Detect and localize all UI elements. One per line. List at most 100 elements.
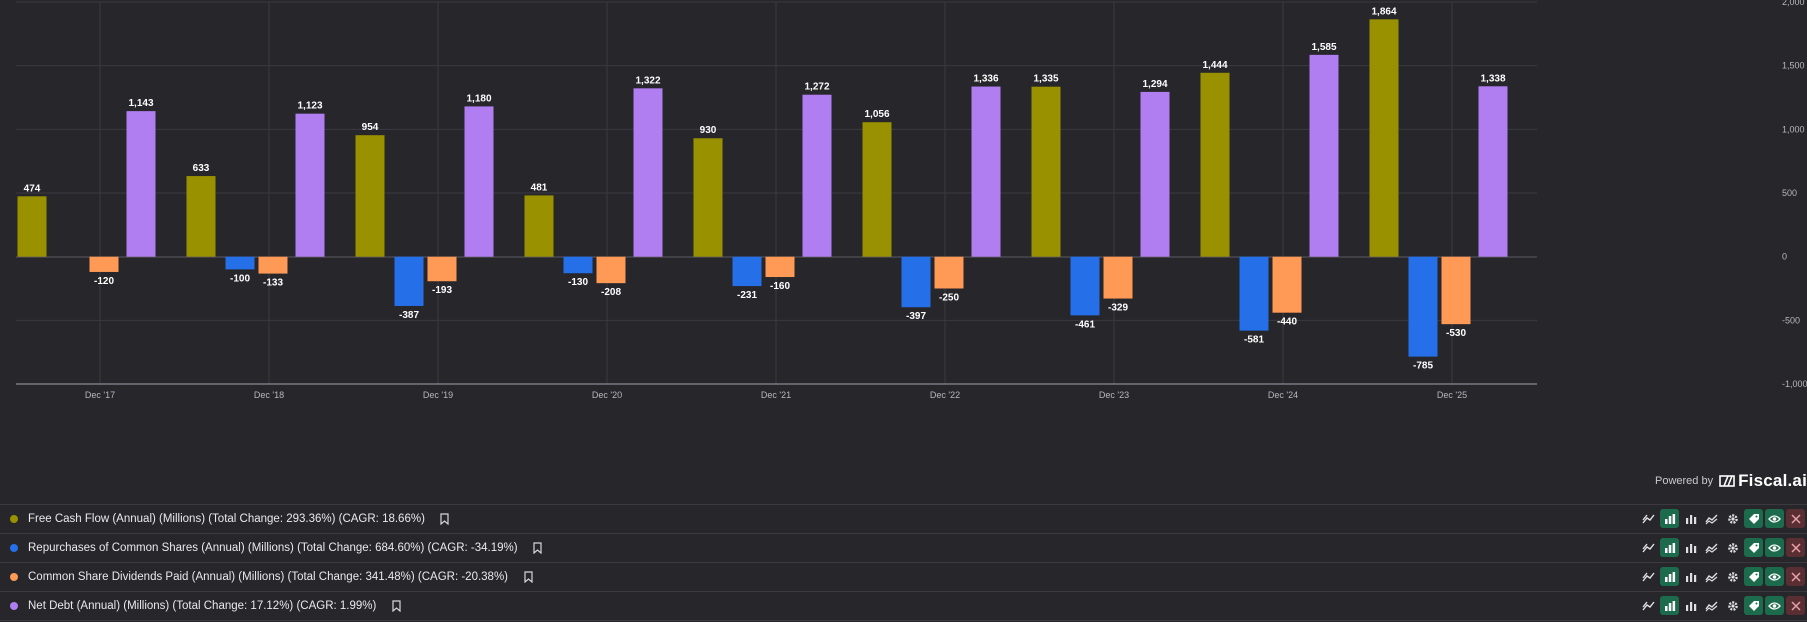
trend-icon[interactable] (1639, 509, 1658, 528)
bar-repurchases-of-common-shares[interactable] (1239, 256, 1269, 331)
eye-icon[interactable] (1765, 596, 1784, 615)
bookmark-icon[interactable] (439, 512, 451, 526)
bar-chart-icon[interactable] (1681, 596, 1700, 615)
bookmark-icon[interactable] (532, 541, 544, 555)
bar-net-debt[interactable] (464, 106, 494, 257)
close-icon[interactable] (1786, 509, 1805, 528)
bar-repurchases-of-common-shares[interactable] (732, 256, 762, 287)
bar-net-debt[interactable] (633, 88, 663, 257)
y-tick-label: 0 (1782, 252, 1787, 262)
bar-common-share-dividends-paid[interactable] (1103, 256, 1133, 299)
gear-icon[interactable] (1723, 567, 1742, 586)
x-tick-label: Dec '21 (761, 390, 791, 400)
bar-repurchases-of-common-shares[interactable] (225, 256, 255, 270)
line-chart-icon[interactable] (1702, 538, 1721, 557)
bar-free-cash-flow[interactable] (355, 135, 385, 257)
eye-icon[interactable] (1765, 509, 1784, 528)
bar-chart-filled-icon[interactable] (1660, 567, 1679, 586)
bar-free-cash-flow[interactable] (862, 122, 892, 257)
brand-name: Fiscal.ai (1738, 471, 1807, 490)
y-tick-label: 1,000 (1782, 124, 1805, 134)
bar-value-label: -231 (737, 290, 757, 301)
bar-net-debt[interactable] (1478, 86, 1508, 257)
bar-value-label: -329 (1108, 303, 1128, 314)
bar-common-share-dividends-paid[interactable] (765, 256, 795, 278)
eye-icon[interactable] (1765, 538, 1784, 557)
bar-free-cash-flow[interactable] (1200, 72, 1230, 257)
tag-icon[interactable] (1744, 567, 1763, 586)
tag-icon[interactable] (1744, 596, 1763, 615)
eye-icon[interactable] (1765, 567, 1784, 586)
bar-value-label: -530 (1446, 328, 1466, 339)
bar-value-label: 474 (24, 183, 41, 194)
bar-free-cash-flow[interactable] (1369, 19, 1399, 257)
bar-value-label: 954 (362, 122, 379, 133)
bar-common-share-dividends-paid[interactable] (1441, 256, 1471, 325)
bar-repurchases-of-common-shares[interactable] (1408, 256, 1438, 357)
bar-chart-icon[interactable] (1681, 567, 1700, 586)
bar-value-label: 1,864 (1371, 6, 1396, 17)
legend-row[interactable]: Repurchases of Common Shares (Annual) (M… (0, 534, 1807, 563)
bar-free-cash-flow[interactable] (693, 138, 723, 257)
bar-common-share-dividends-paid[interactable] (89, 256, 119, 272)
bar-free-cash-flow[interactable] (17, 196, 47, 257)
x-tick-label: Dec '17 (85, 390, 115, 400)
trend-icon[interactable] (1639, 538, 1658, 557)
bar-common-share-dividends-paid[interactable] (934, 256, 964, 289)
series-color-dot (10, 602, 18, 610)
bar-free-cash-flow[interactable] (524, 195, 554, 257)
bar-value-label: 1,143 (128, 98, 153, 109)
bar-value-label: -100 (230, 273, 250, 284)
bar-chart-icon[interactable] (1681, 509, 1700, 528)
bar-common-share-dividends-paid[interactable] (1272, 256, 1302, 313)
gear-icon[interactable] (1723, 538, 1742, 557)
series-legend: Free Cash Flow (Annual) (Millions) (Tota… (0, 504, 1807, 621)
tag-icon[interactable] (1744, 538, 1763, 557)
series-toolbar (1639, 509, 1805, 528)
bar-common-share-dividends-paid[interactable] (258, 256, 288, 274)
gear-icon[interactable] (1723, 509, 1742, 528)
legend-row[interactable]: Free Cash Flow (Annual) (Millions) (Tota… (0, 505, 1807, 534)
brand-logo[interactable]: Fiscal.ai (1719, 471, 1807, 491)
bar-repurchases-of-common-shares[interactable] (563, 256, 593, 274)
trend-icon[interactable] (1639, 596, 1658, 615)
bar-net-debt[interactable] (802, 94, 832, 257)
bar-chart-filled-icon[interactable] (1660, 538, 1679, 557)
line-chart-icon[interactable] (1702, 509, 1721, 528)
legend-row[interactable]: Net Debt (Annual) (Millions) (Total Chan… (0, 592, 1807, 621)
line-chart-icon[interactable] (1702, 567, 1721, 586)
bar-repurchases-of-common-shares[interactable] (1070, 256, 1100, 316)
bar-net-debt[interactable] (1309, 54, 1339, 257)
bar-net-debt[interactable] (126, 111, 156, 257)
bookmark-icon[interactable] (390, 599, 402, 613)
close-icon[interactable] (1786, 596, 1805, 615)
line-chart-icon[interactable] (1702, 596, 1721, 615)
gear-icon[interactable] (1723, 596, 1742, 615)
powered-by-label: Powered by (1655, 475, 1714, 487)
bar-common-share-dividends-paid[interactable] (427, 256, 457, 282)
bookmark-icon[interactable] (522, 570, 534, 584)
y-tick-label: 500 (1782, 188, 1797, 198)
bar-repurchases-of-common-shares[interactable] (901, 256, 931, 308)
bar-chart-icon[interactable] (1681, 538, 1700, 557)
legend-row[interactable]: Common Share Dividends Paid (Annual) (Mi… (0, 563, 1807, 592)
bar-value-label: -160 (770, 281, 790, 292)
close-icon[interactable] (1786, 567, 1805, 586)
bar-value-label: 1,338 (1480, 73, 1505, 84)
bar-chart-filled-icon[interactable] (1660, 509, 1679, 528)
bar-chart-filled-icon[interactable] (1660, 596, 1679, 615)
bar-common-share-dividends-paid[interactable] (596, 256, 626, 284)
bar-free-cash-flow[interactable] (186, 176, 216, 257)
bar-value-label: 1,322 (635, 75, 660, 86)
trend-icon[interactable] (1639, 567, 1658, 586)
bar-net-debt[interactable] (295, 113, 325, 257)
bar-net-debt[interactable] (1140, 91, 1170, 257)
bar-free-cash-flow[interactable] (1031, 86, 1061, 257)
bar-value-label: -250 (939, 293, 959, 304)
bar-net-debt[interactable] (971, 86, 1001, 257)
x-tick-label: Dec '23 (1099, 390, 1129, 400)
tag-icon[interactable] (1744, 509, 1763, 528)
bar-repurchases-of-common-shares[interactable] (394, 256, 424, 306)
y-tick-label: -1,000 (1782, 379, 1807, 389)
close-icon[interactable] (1786, 538, 1805, 557)
